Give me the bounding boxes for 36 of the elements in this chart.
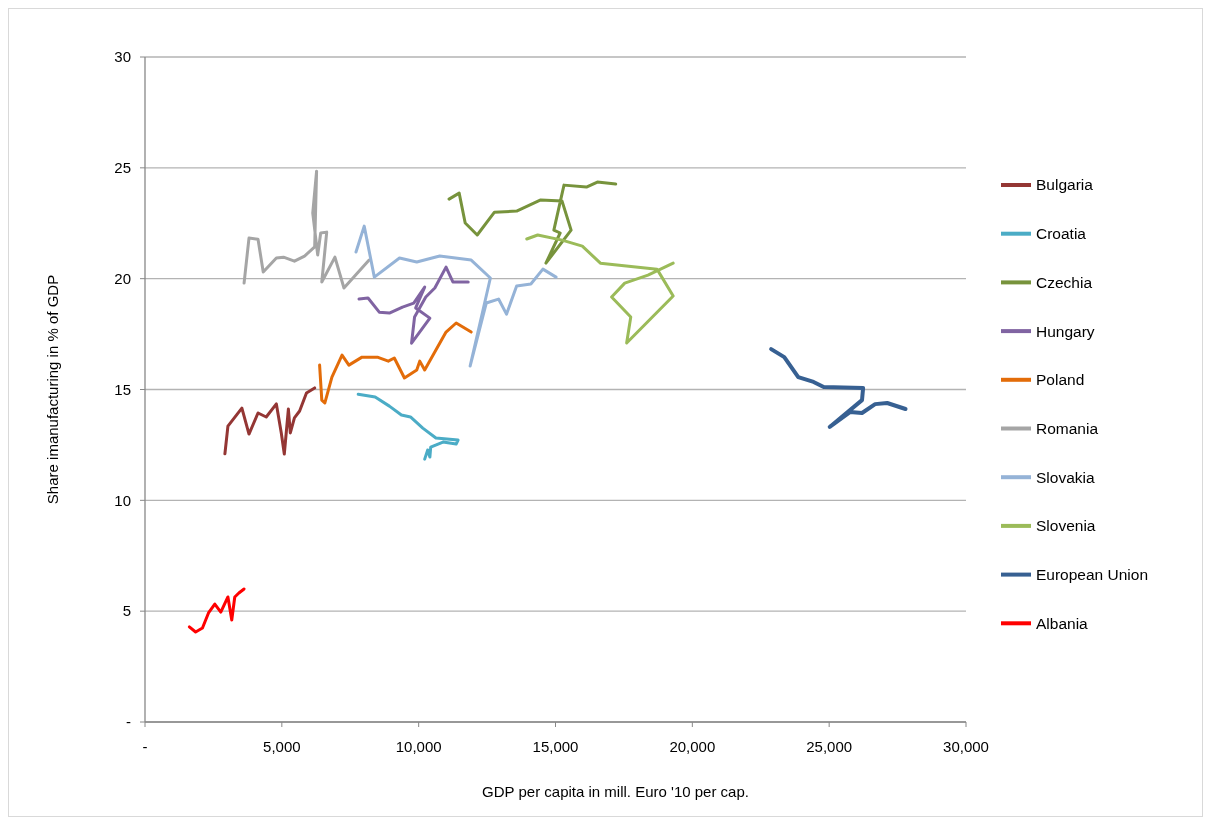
line-series xyxy=(357,265,470,345)
legend-label: Slovenia xyxy=(1036,517,1096,535)
x-tick-label: 30,000 xyxy=(943,738,989,755)
y-axis-title: Share imanufacturing in % of GDP xyxy=(44,274,61,505)
line-series xyxy=(187,587,246,634)
y-tick-label: - xyxy=(126,713,131,731)
y-tick-label: 25 xyxy=(114,159,131,177)
x-tick-label: 25,000 xyxy=(806,738,853,755)
y-tick-label: 10 xyxy=(114,491,131,509)
x-tick-label: 10,000 xyxy=(395,738,442,755)
legend-label: Poland xyxy=(1036,371,1085,389)
legend-label: Slovakia xyxy=(1036,468,1095,486)
x-tick-label: 20,000 xyxy=(669,738,716,755)
y-tick-label: 15 xyxy=(114,380,131,398)
x-tick-label: - xyxy=(142,738,148,755)
line-series xyxy=(447,180,618,265)
x-tick-label: 5,000 xyxy=(263,738,301,755)
legend-label: Romania xyxy=(1036,419,1099,437)
legend-label: Hungary xyxy=(1036,322,1095,340)
line-series xyxy=(354,224,558,368)
x-tick-label: 15,000 xyxy=(532,738,579,755)
y-tick-label: 30 xyxy=(114,48,131,66)
legend-label: Bulgaria xyxy=(1036,176,1094,194)
legend-label: Albania xyxy=(1036,614,1089,632)
x-axis-title: GDP per capita in mill. Euro '10 per cap. xyxy=(482,783,749,800)
line-series xyxy=(242,169,371,290)
y-tick-label: 20 xyxy=(114,269,131,287)
line-series xyxy=(318,321,473,405)
line-series xyxy=(223,386,317,456)
legend-label: Croatia xyxy=(1036,225,1087,243)
line-series xyxy=(356,392,460,461)
line-series xyxy=(769,347,908,429)
y-tick-label: 5 xyxy=(122,602,131,620)
legend-label: European Union xyxy=(1036,566,1149,584)
legend-label: Czechia xyxy=(1036,273,1093,291)
line-series xyxy=(525,233,675,345)
